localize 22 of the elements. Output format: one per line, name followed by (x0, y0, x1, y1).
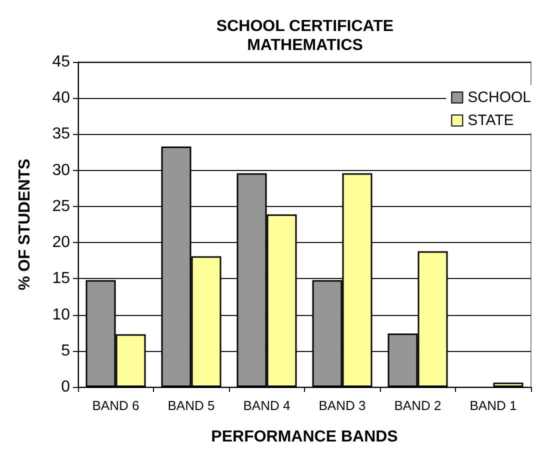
y-tick-label: 0 (61, 378, 70, 396)
legend-label: SCHOOL (468, 89, 532, 106)
y-tick-label: 5 (61, 342, 70, 360)
x-axis-title: PERFORMANCE BANDS (211, 428, 398, 446)
y-tick-label: 20 (52, 234, 70, 252)
y-tick-label: 45 (52, 54, 70, 70)
x-tick-label: BAND 3 (318, 398, 366, 413)
x-tick-label: BAND 5 (168, 398, 215, 413)
y-tick-label: 40 (52, 90, 70, 107)
y-tick-label: 35 (52, 126, 70, 143)
chart-title: SCHOOL CERTIFICATE MATHEMATICS (216, 18, 394, 54)
bar (493, 382, 524, 387)
legend-label: STATE (468, 112, 514, 129)
y-axis-title: % OF STUDENTS (16, 158, 34, 290)
y-tick-label: 25 (52, 198, 70, 215)
y-tick-label: 15 (52, 270, 70, 288)
y-tick-label: 30 (52, 162, 70, 179)
x-tick-label: BAND 2 (394, 398, 442, 413)
y-tick-label: 10 (52, 306, 70, 324)
x-tick-label: BAND 6 (92, 398, 140, 413)
x-tick-label: BAND 1 (470, 398, 517, 413)
x-tick-label: BAND 4 (243, 398, 290, 413)
